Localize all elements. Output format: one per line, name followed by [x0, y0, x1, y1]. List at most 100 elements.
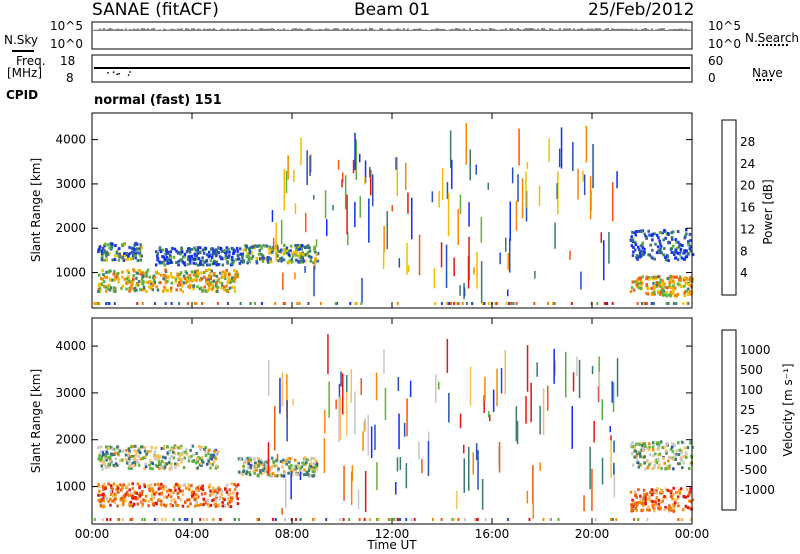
data-cell [98, 273, 101, 277]
data-cell [256, 244, 259, 248]
data-streak [484, 376, 486, 402]
data-cell [334, 302, 337, 305]
data-cell [108, 246, 111, 250]
data-streak [267, 360, 270, 396]
data-cell [282, 252, 285, 256]
data-cell [644, 497, 647, 500]
data-cell [160, 493, 164, 497]
data-cell [192, 287, 195, 291]
data-cell [231, 491, 234, 495]
colorbar-tick-label: 8 [740, 244, 748, 258]
data-streak [342, 373, 344, 415]
data-cell [263, 463, 266, 467]
data-cell [237, 257, 240, 261]
data-cell [156, 456, 159, 460]
data-cell [640, 501, 643, 505]
data-cell [121, 449, 125, 453]
data-cell [645, 236, 648, 240]
data-cell [131, 461, 134, 465]
data-cell [128, 251, 132, 255]
data-cell [308, 249, 312, 253]
data-cell [156, 454, 160, 458]
data-cell [175, 288, 178, 292]
data-cell [116, 484, 119, 488]
data-cell [473, 518, 476, 521]
data-cell [97, 498, 101, 502]
data-cell [205, 253, 209, 257]
data-cell [103, 258, 106, 262]
data-cell [643, 250, 646, 254]
data-cell [303, 468, 306, 472]
data-cell [653, 466, 656, 470]
data-cell [637, 248, 641, 251]
data-cell [681, 518, 684, 521]
data-cell [661, 291, 664, 295]
data-cell [129, 518, 132, 521]
data-cell [646, 292, 650, 296]
data-cell [637, 450, 640, 454]
data-cell [113, 258, 117, 262]
data-cell [666, 277, 670, 281]
freq-tick-high: 18 [60, 54, 76, 68]
data-cell [671, 237, 674, 241]
data-cell [689, 279, 692, 283]
data-cell [689, 500, 693, 504]
data-cell [212, 460, 216, 464]
data-cell [242, 464, 245, 468]
data-cell [645, 492, 649, 496]
data-cell [194, 262, 198, 266]
data-cell [246, 251, 249, 255]
data-cell [280, 248, 283, 252]
data-cell [631, 239, 634, 242]
data-cell [648, 233, 651, 237]
data-cell [277, 259, 280, 263]
data-cell [172, 456, 176, 460]
data-cell [658, 231, 662, 235]
data-cell [152, 496, 156, 500]
data-streak [446, 182, 449, 199]
data-cell [109, 242, 112, 246]
data-streak [294, 272, 296, 280]
data-streak [509, 201, 511, 242]
data-cell [396, 518, 399, 521]
data-cell [169, 259, 172, 262]
data-cell [635, 280, 638, 284]
data-cell [199, 518, 202, 521]
data-cell [191, 459, 194, 463]
data-cell [169, 488, 172, 492]
data-cell [98, 485, 101, 489]
data-cell [185, 452, 189, 456]
data-cell [98, 245, 102, 249]
data-cell [124, 499, 127, 502]
data-streak [403, 422, 406, 437]
data-cell [131, 482, 134, 486]
data-cell [161, 518, 164, 521]
data-cell [117, 280, 120, 284]
data-cell [197, 263, 200, 267]
data-cell [166, 489, 169, 493]
data-streak [556, 183, 558, 199]
data-cell [112, 463, 115, 467]
data-cell [286, 251, 289, 255]
data-cell [194, 254, 197, 258]
data-cell [647, 229, 650, 233]
data-cell [160, 273, 163, 277]
data-cell [131, 445, 135, 448]
data-cell [638, 443, 641, 447]
data-cell [633, 518, 636, 521]
data-cell [164, 278, 167, 282]
data-streak [610, 435, 612, 441]
data-cell [631, 509, 635, 513]
data-cell [291, 252, 294, 256]
data-cell [175, 504, 178, 507]
data-cell [649, 243, 652, 247]
data-cell [125, 485, 129, 489]
data-cell [683, 290, 687, 294]
data-cell [667, 506, 670, 510]
data-cell [126, 269, 129, 273]
data-cell [211, 486, 215, 490]
data-cell [150, 445, 153, 449]
data-cell [212, 518, 215, 521]
data-cell [639, 244, 643, 248]
data-cell [207, 485, 211, 489]
